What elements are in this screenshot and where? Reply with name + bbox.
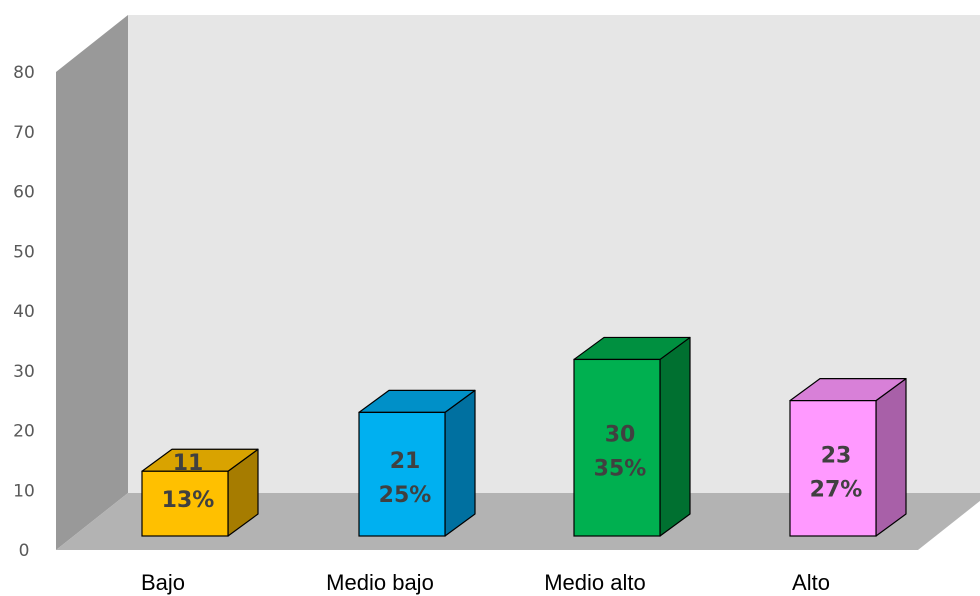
bar-front: [358, 411, 446, 537]
y-tick-label: 0: [19, 541, 30, 561]
y-tick-label: 70: [13, 123, 35, 143]
floor: [56, 493, 980, 550]
y-tick-label: 60: [13, 183, 35, 203]
data-label-percent: 27%: [810, 477, 863, 502]
bar-side: [659, 336, 691, 537]
category-label: Alto: [792, 570, 830, 595]
y-tick-label: 30: [13, 362, 35, 382]
bar-side: [444, 389, 476, 537]
bar-front: [573, 358, 661, 537]
data-label-value: 21: [390, 449, 421, 474]
y-tick-label: 20: [13, 422, 35, 442]
data-label-percent: 13%: [162, 488, 215, 513]
data-label-percent: 35%: [594, 457, 647, 482]
category-labels: Bajo Medio bajo Medio alto Alto: [141, 570, 830, 595]
y-axis-ticks: 0 10 20 30 40 50 60 70 80: [13, 63, 35, 561]
category-label: Medio bajo: [326, 570, 434, 595]
category-label: Bajo: [141, 570, 185, 595]
data-label-value: 30: [605, 423, 636, 448]
y-tick-label: 10: [13, 481, 35, 501]
y-tick-label: 50: [13, 242, 35, 262]
y-tick-label: 40: [13, 302, 35, 322]
category-label: Medio alto: [544, 570, 646, 595]
data-label-value: 23: [821, 443, 852, 468]
bar-front: [789, 400, 877, 537]
y-tick-label: 80: [13, 63, 35, 83]
side-wall: [56, 15, 128, 550]
bar-front: [141, 470, 229, 537]
bar-side: [875, 378, 907, 537]
data-label-percent: 25%: [379, 483, 432, 508]
data-label-value: 11: [173, 451, 204, 476]
